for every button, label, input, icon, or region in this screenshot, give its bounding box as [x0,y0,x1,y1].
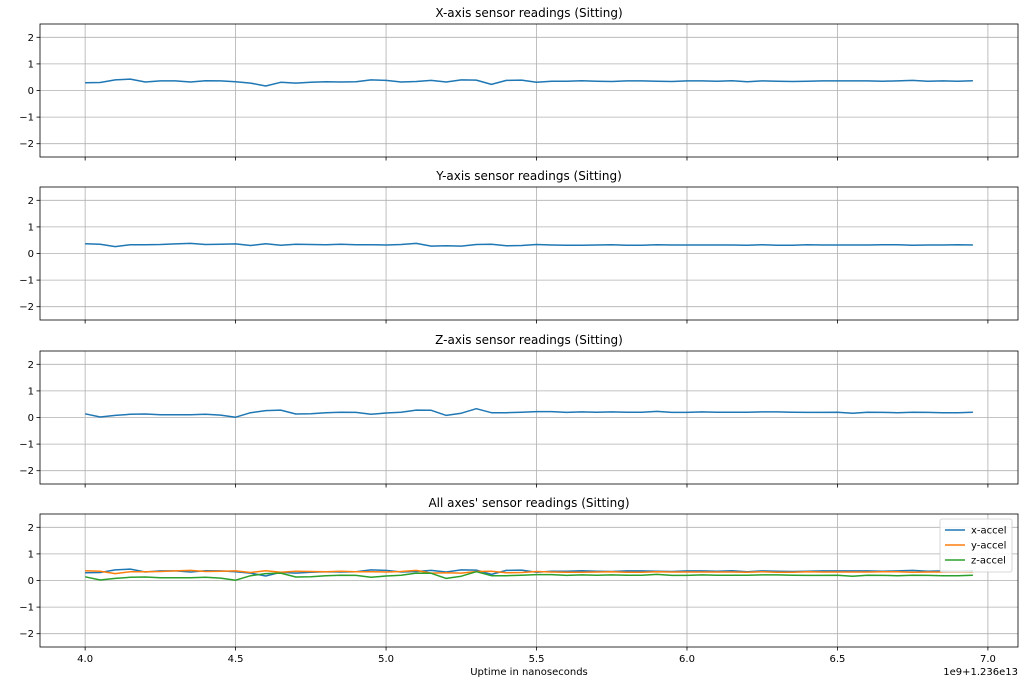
subplot-4: All axes' sensor readings (Sitting) −2 −1 0… [19,496,1019,678]
series-line-y-accel [85,569,973,575]
subplot-title: All axes' sensor readings (Sitting) [428,496,629,510]
y-tick-label: −1 [19,603,34,614]
legend-box [939,518,1013,573]
y-tick-label: 1 [28,386,34,397]
x-tick-label: 5.0 [378,654,394,665]
y-tick-label: 1 [28,222,34,233]
y-tick-label: 0 [28,413,34,424]
y-tick-label: −2 [19,139,34,150]
subplot-title: Y-axis sensor readings (Sitting) [435,169,622,183]
series-line-series-1 [84,407,973,418]
y-tick-label: 2 [28,33,34,44]
y-tick-label: 0 [28,576,34,587]
y-tick-label: 2 [28,523,34,534]
x-tick-label: 5.5 [529,654,545,665]
x-axis-label: Uptime in nanoseconds [470,667,588,678]
legend: x-accel y-accel z-accel [939,518,1013,573]
y-tick-label: 2 [28,196,34,207]
series-line-z-accel [84,570,973,581]
y-tick-label: −1 [19,276,34,287]
y-tick-label: 0 [28,86,34,97]
subplot-1: X-axis sensor readings (Sitting) −2 −1 0 1 2 [19,6,1019,161]
x-tick-label: 6.5 [829,654,845,665]
y-tick-label: −1 [19,113,34,124]
y-tick-label: 1 [28,59,34,70]
y-tick-label: 2 [28,360,34,371]
y-tick-label: −2 [19,629,34,640]
legend-label: z-accel [971,556,1006,567]
legend-label: x-accel [971,526,1007,537]
y-tick-label: −2 [19,302,34,313]
subplot-3: Z-axis sensor readings (Sitting) −2 −1 0 1 2 [19,333,1019,488]
subplot-title: Z-axis sensor readings (Sitting) [435,333,623,347]
x-tick-label: 4.0 [77,654,93,665]
y-tick-label: 0 [28,249,34,260]
x-offset-label: 1e9+1.236e13 [943,667,1018,678]
series-line-series-1 [85,242,973,248]
y-tick-label: 1 [28,549,34,560]
x-tick-label: 6.0 [679,654,695,665]
series-line-series-1 [85,78,973,87]
y-tick-label: −2 [19,466,34,477]
x-tick-label: 4.5 [228,654,244,665]
subplot-2: Y-axis sensor readings (Sitting) −2 −1 0 1 2 [19,169,1019,324]
subplot-title: X-axis sensor readings (Sitting) [435,6,622,20]
legend-label: y-accel [971,541,1006,552]
x-tick-label: 7.0 [980,654,996,665]
y-tick-label: −1 [19,440,34,451]
